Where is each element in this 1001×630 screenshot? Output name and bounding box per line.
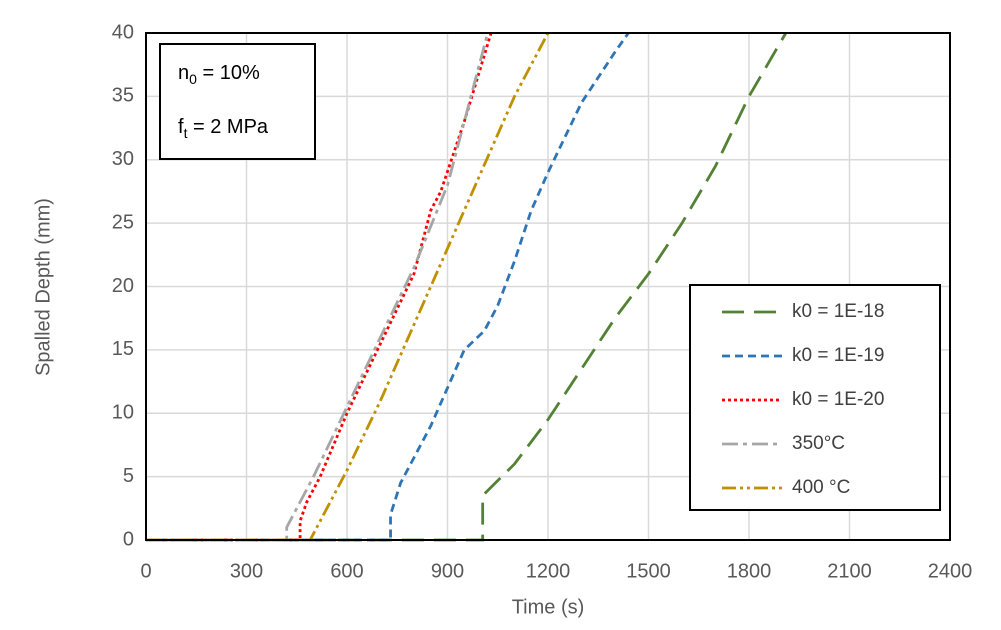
annotation-main: f — [178, 116, 184, 138]
y-tick-label: 20 — [112, 275, 134, 297]
y-tick-label: 35 — [112, 85, 134, 107]
legend-label: k0 = 1E-20 — [792, 389, 884, 410]
legend-label: k0 = 1E-18 — [792, 301, 884, 322]
y-tick-label: 40 — [112, 21, 134, 43]
x-tick-label: 1500 — [626, 560, 671, 582]
y-tick-label: 30 — [112, 148, 134, 170]
annotation-box: n0 = 10% ft = 2 MPa — [159, 43, 316, 160]
x-tick-label: 600 — [330, 560, 363, 582]
annotation-frame — [159, 43, 316, 160]
y-tick-label: 25 — [112, 211, 134, 233]
legend-label: 350°C — [792, 433, 845, 454]
annotation-subscript: t — [184, 125, 188, 141]
x-tick-label: 2400 — [928, 560, 973, 582]
annotation-subscript: 0 — [189, 71, 197, 87]
x-tick-label: 900 — [431, 560, 464, 582]
annotation-rest: = 2 MPa — [187, 116, 268, 138]
y-tick-label: 5 — [123, 465, 134, 487]
series-line — [146, 32, 493, 542]
annotation-rest: = 10% — [197, 62, 260, 84]
annotation-main: n — [178, 62, 189, 84]
x-tick-label: 1800 — [727, 560, 772, 582]
plot-border — [145, 32, 951, 541]
y-tick-label: 10 — [112, 402, 134, 424]
series-line — [146, 32, 490, 542]
annotation: n0 = 10% — [178, 62, 260, 86]
x-axis-title: Time (s) — [512, 596, 585, 618]
y-tick-label: 0 — [123, 528, 134, 550]
x-tick-label: 0 — [140, 560, 151, 582]
x-tick-label: 300 — [230, 560, 263, 582]
series-line — [146, 32, 550, 542]
legend-label: 400 °C — [792, 477, 850, 498]
annotation: ft = 2 MPa — [178, 116, 269, 140]
legend-label: k0 = 1E-19 — [792, 345, 884, 366]
legend: k0 = 1E-18 k0 = 1E-19 k0 = 1E-20 350°C 400 °… — [689, 284, 941, 511]
y-tick-label: 15 — [112, 338, 134, 360]
x-tick-label: 1200 — [526, 560, 571, 582]
x-tick-label: 2100 — [827, 560, 872, 582]
y-axis-title: Spalled Depth (mm) — [32, 198, 54, 376]
series-line — [146, 32, 630, 542]
series-line — [146, 32, 788, 542]
legend-frame — [689, 284, 941, 511]
